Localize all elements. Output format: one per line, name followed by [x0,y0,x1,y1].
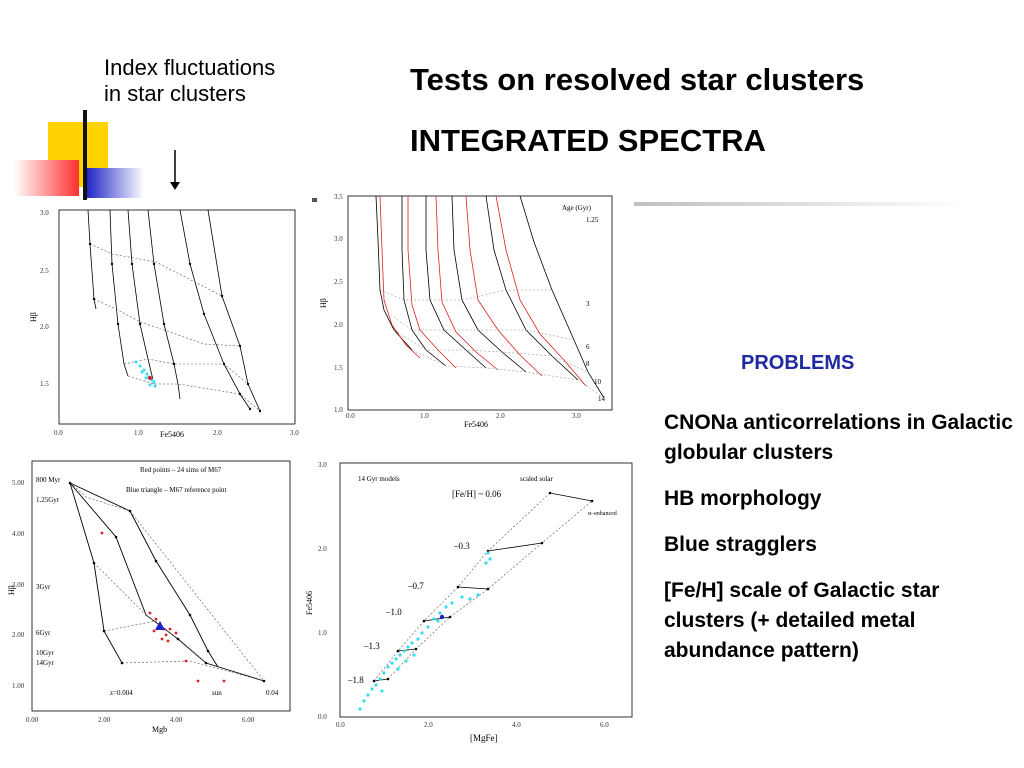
decorative-vertical-line [83,110,87,200]
plot-3-age-label: 800 Myr [36,476,61,484]
plot-1-xlabel: Fe5406 [160,430,184,439]
plot-1-xtick: 2.0 [213,429,222,437]
plot-2-frame [347,195,613,411]
plot-3-age-label: 10Gyr [36,649,55,657]
plot-4-feh-label: –1.8 [347,675,364,685]
plot-2-age-label: 14 [598,395,606,403]
plot-4-feh-label: –1.0 [385,607,402,617]
plot-2-age-label: 6 [586,343,590,351]
plot-4-feh-label: –1.3 [363,641,380,651]
plot-2-xlabel: Fe5406 [464,420,488,429]
plot-1-ylabel: Hβ [29,312,38,322]
problem-item-feh-scale: [Fe/H] scale of Galactic star clusters (… [664,579,940,662]
plot-4-ytick: 0.0 [318,713,327,721]
plot-3-age-label: 3Gyr [36,583,51,591]
problem-item-blue-stragglers: Blue stragglers [664,533,817,556]
plot-3-age-label: 1.25Gyr [36,496,60,504]
plot-4-ytick: 1.0 [318,629,327,637]
plot-3-xtick: 0.00 [26,716,39,724]
annotation-note: Index fluctuations in star clusters [104,55,275,107]
note-line-2: in star clusters [104,81,246,106]
plot-4-feh-label: –0.7 [407,581,424,591]
plot-2-ytick: 2.0 [334,321,343,329]
plot-3-ytick: 5.00 [12,479,25,487]
plot-4-feh-label: [Fe/H] ~ 0.06 [452,489,502,499]
plot-2-ylabel: Hβ [319,298,328,308]
plot-2-xtick: 3.0 [572,412,581,420]
note-line-1: Index fluctuations [104,55,276,80]
plot-2-xtick: 0.0 [346,412,355,420]
plot-2-age-label: 10 [594,378,602,386]
plot-3-z-right: 0.04 [266,689,279,697]
plot-2-ytick: 3.0 [334,235,343,243]
plot-3-xtick: 4.00 [170,716,183,724]
plot-1: 0.0 1.0 2.0 3.0 1.5 2.0 2.5 3.0 Fe5406 H… [28,204,313,444]
plot-1-xtick: 0.0 [54,429,63,437]
small-marker [312,198,317,202]
plot-3: 0.00 2.00 4.00 6.00 1.00 2.00 3.00 4.00 … [6,455,296,735]
plot-3-xlabel: Mgb [152,725,167,734]
plot-1-xtick: 1.0 [134,429,143,437]
plot-4-ylabel: Fe5406 [305,591,314,615]
plot-2-age-label: 8 [586,360,590,368]
plot-4-ytick: 3.0 [318,461,327,469]
plot-4-xtick: 2.0 [424,721,433,729]
plot-1-ytick: 2.5 [40,267,49,275]
plot-1-ytick: 2.0 [40,323,49,331]
decorative-red-bar [14,160,79,196]
problem-item-hb: HB morphology [664,487,822,510]
plot-4-xtick: 6.0 [600,721,609,729]
plot-2-age-label: 1.25 [586,216,599,224]
plot-3-annotation-blue: Blue triangle – M67 reference point [126,486,227,494]
plot-3-frame [31,460,291,712]
plot-3-ytick: 3.00 [12,581,25,589]
plot-4-ytick: 2.0 [318,545,327,553]
plot-3-sun-label: sun [212,689,222,697]
plot-3-ylabel: Hβ [7,585,16,595]
plot-3-xtick: 6.00 [242,716,255,724]
plot-4-solar-label: scaled solar [520,475,554,483]
plot-4-frame [339,462,633,718]
plot-4-feh-label: –0.3 [453,541,470,551]
plot-3-annotation-red: Red points – 24 sims of M67 [140,466,222,474]
plot-2-ytick: 3.5 [334,193,343,201]
plot-3-ytick: 4.00 [12,530,25,538]
plot-4: 0.0 2.0 4.0 6.0 0.0 1.0 2.0 3.0 [MgFe] F… [302,455,636,745]
plot-4-xlabel: [MgFe] [470,733,498,743]
plot-3-ytick: 1.00 [12,682,25,690]
plot-3-ytick: 2.00 [12,631,25,639]
plot-2-xtick: 1.0 [420,412,429,420]
page-subtitle: INTEGRATED SPECTRA [410,123,766,158]
plot-4-alpha-label: α–enhanced [588,511,617,517]
plot-2-ytick: 1.0 [334,406,343,414]
plot-3-xtick: 2.00 [98,716,111,724]
plot-2-legend-title: Age (Gyr) [562,204,592,212]
page-title: Tests on resolved star clusters [410,62,865,97]
plot-1-ytick: 3.0 [40,209,49,217]
plot-4-xtick: 0.0 [336,721,345,729]
plot-1-xtick: 3.0 [290,429,299,437]
plot-1-frame [58,209,296,425]
decorative-blue-bar [86,168,144,198]
plot-4-models-label: 14 Gyr models [358,475,400,483]
divider-line [634,202,964,206]
plot-2-ytick: 1.5 [334,364,343,372]
plot-4-xtick: 4.0 [512,721,521,729]
plot-2: 0.0 1.0 2.0 3.0 1.0 1.5 2.0 2.5 3.0 3.5 … [316,190,616,430]
plot-2-age-label: 3 [586,300,590,308]
problem-item-cnona: CNONa anticorrelations in Galactic globu… [664,411,1013,464]
plot-3-age-label: 6Gyr [36,629,51,637]
down-arrow-icon [170,150,180,190]
plot-3-z-left: z=0.004 [110,689,133,697]
plot-3-age-label: 14Gyr [36,659,55,667]
plot-2-ytick: 2.5 [334,278,343,286]
problems-heading: PROBLEMS [741,352,855,374]
plot-2-xtick: 2.0 [496,412,505,420]
plot-1-ytick: 1.5 [40,380,49,388]
